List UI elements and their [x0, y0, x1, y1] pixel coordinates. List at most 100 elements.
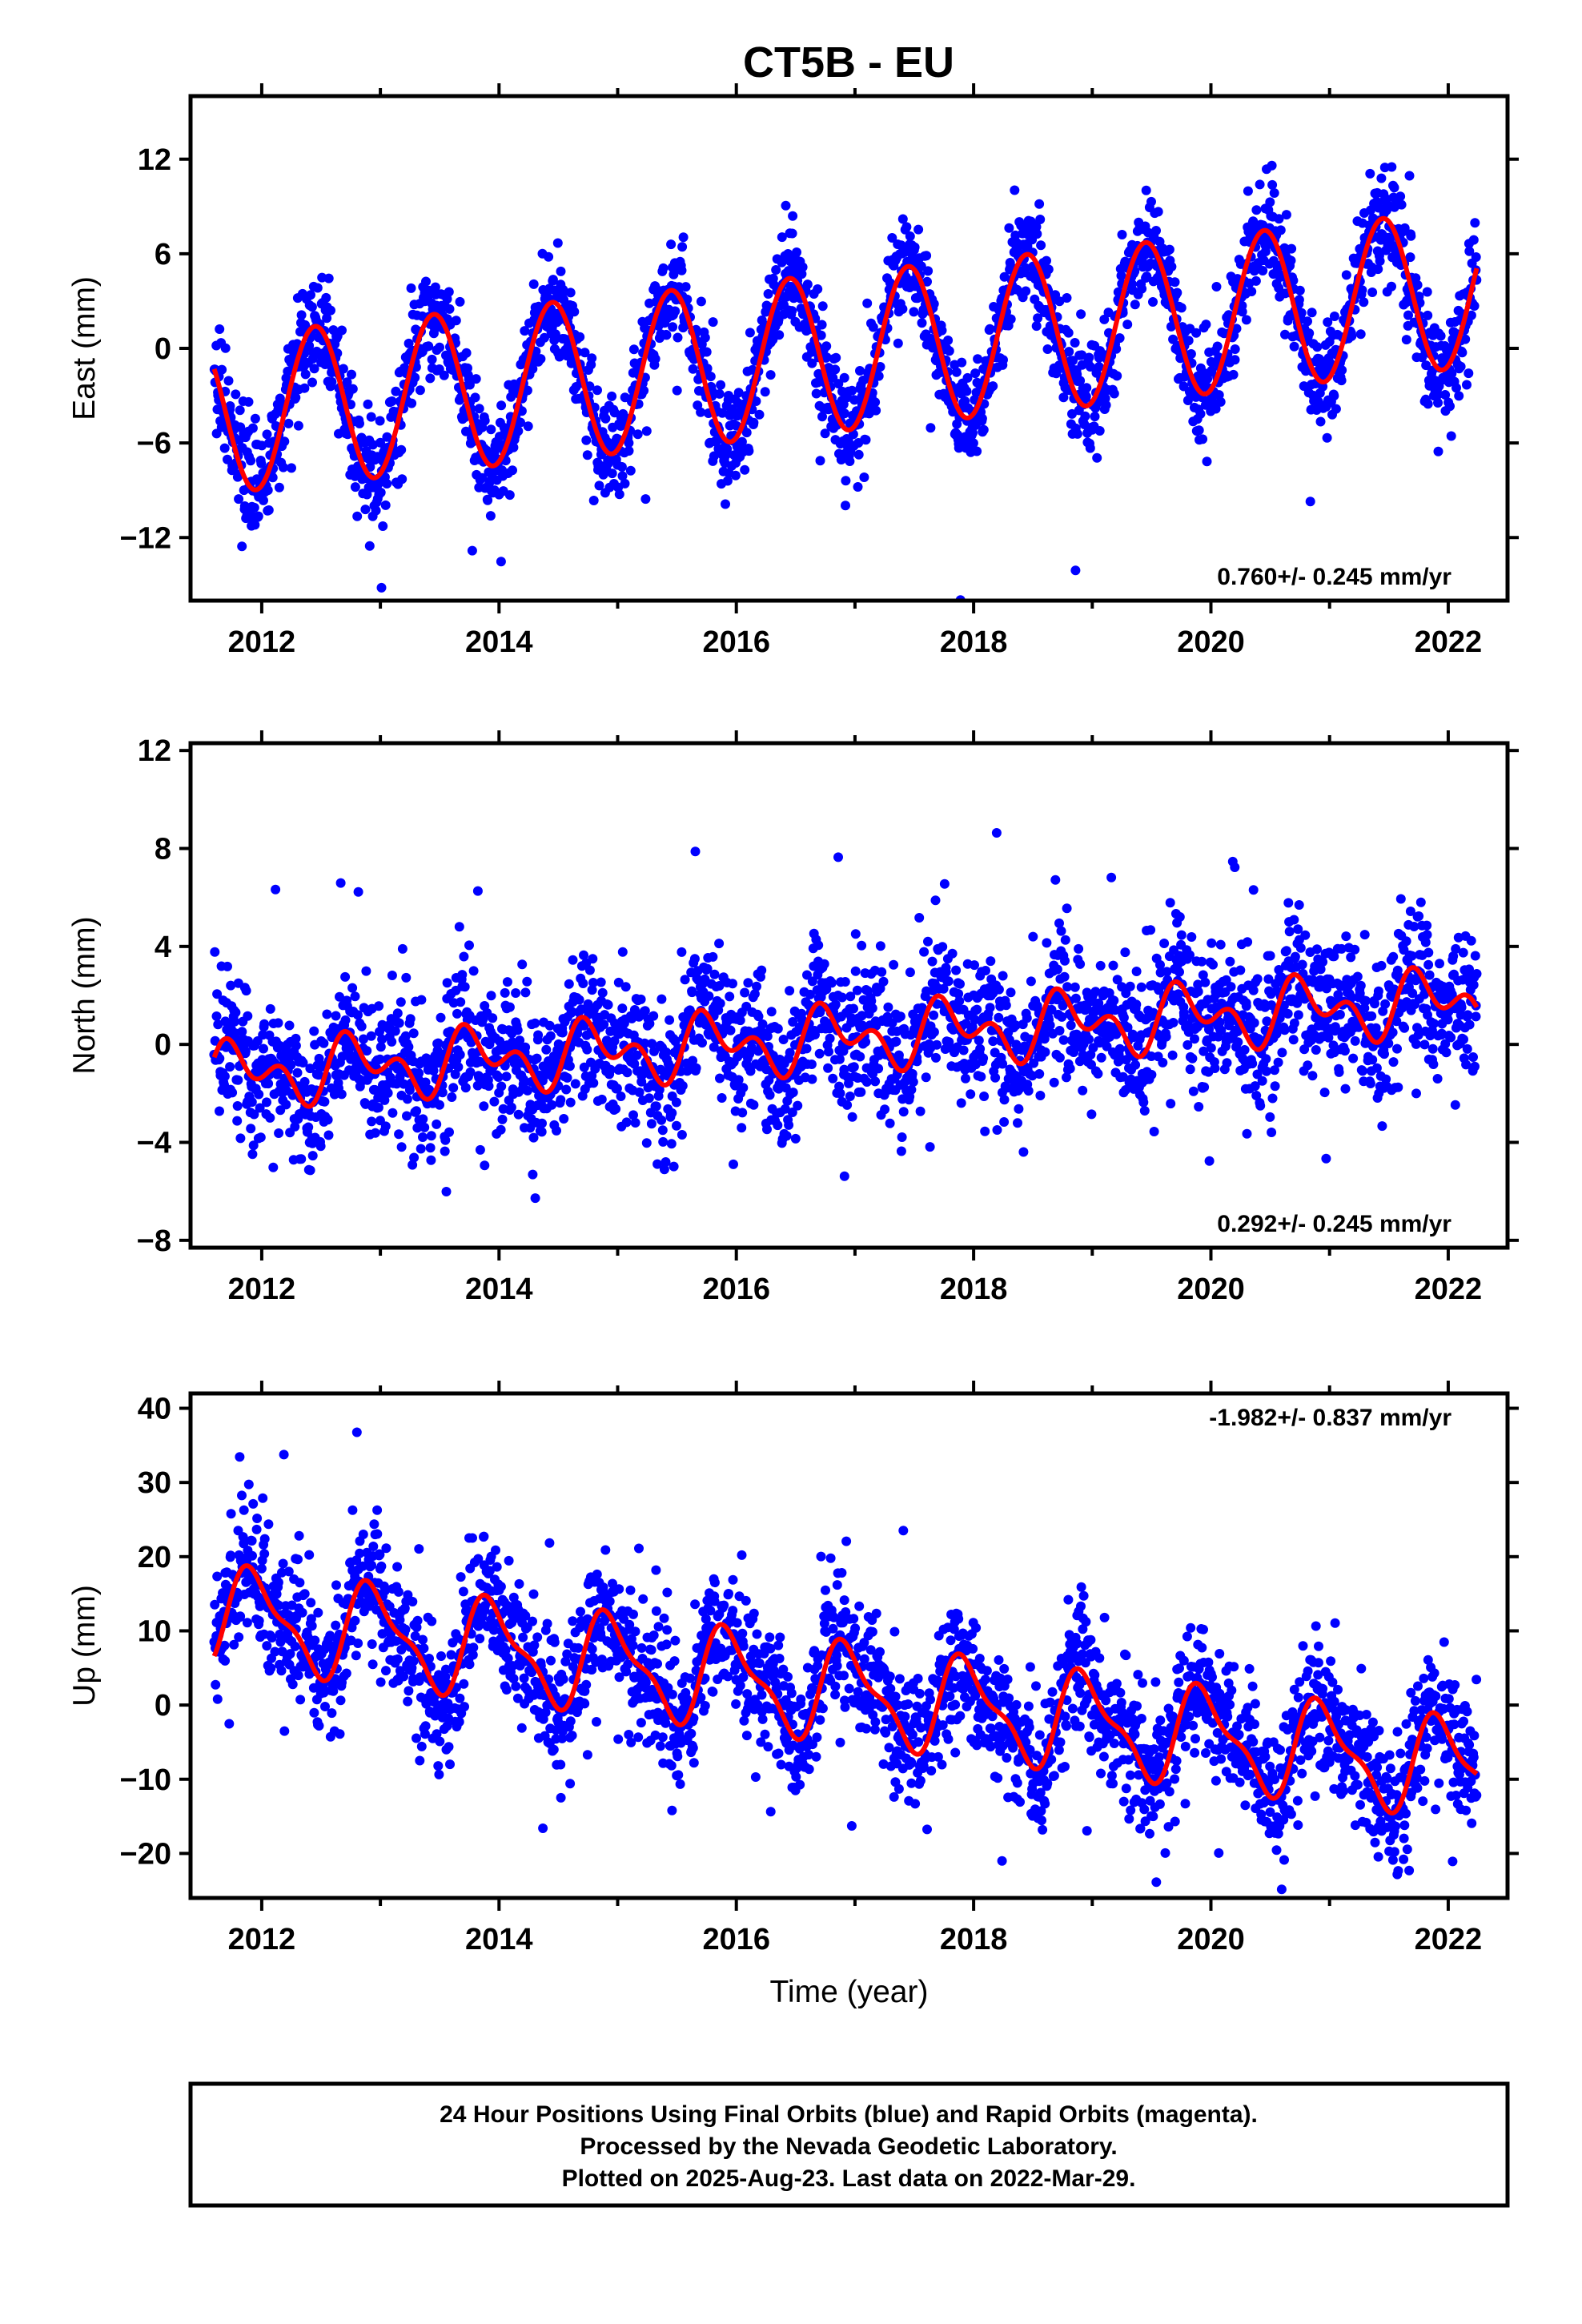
y-tick-label: 12: [138, 143, 171, 177]
data-point: [1404, 171, 1415, 181]
data-point: [461, 348, 472, 358]
data-point: [1265, 1112, 1275, 1122]
data-point: [504, 1002, 515, 1012]
data-point: [353, 887, 363, 897]
data-point: [701, 347, 712, 357]
data-point: [1329, 391, 1339, 401]
data-point: [404, 1042, 414, 1052]
data-point: [971, 388, 982, 398]
data-point: [914, 913, 925, 923]
data-point: [1062, 1072, 1071, 1083]
data-point: [588, 978, 598, 987]
data-point: [1281, 210, 1291, 220]
data-point: [1303, 1060, 1313, 1071]
data-point: [929, 299, 939, 309]
data-point: [1064, 347, 1074, 357]
data-point: [1293, 924, 1303, 935]
data-point: [442, 978, 452, 988]
data-point: [1337, 365, 1347, 376]
data-point: [811, 388, 821, 399]
data-point: [1440, 390, 1451, 400]
data-point: [237, 541, 247, 552]
data-point: [1033, 313, 1043, 324]
data-point: [1239, 1045, 1250, 1055]
data-point: [897, 304, 908, 314]
data-point: [661, 1157, 671, 1167]
data-point: [1176, 303, 1186, 313]
data-point: [517, 959, 528, 970]
data-point: [1296, 308, 1307, 318]
data-point: [265, 1112, 275, 1123]
data-point: [1464, 368, 1474, 379]
data-point: [1095, 960, 1106, 971]
data-point: [1168, 1018, 1178, 1027]
data-point: [839, 408, 849, 419]
data-point: [754, 409, 765, 420]
data-point: [1208, 959, 1218, 970]
data-point: [628, 1110, 638, 1120]
data-point: [1211, 404, 1221, 414]
data-point: [287, 463, 296, 473]
data-point: [1114, 1043, 1125, 1054]
data-point: [588, 496, 599, 505]
data-point: [225, 1062, 235, 1072]
data-point: [893, 1050, 904, 1060]
data-point: [1035, 1091, 1046, 1100]
data-point: [847, 1112, 857, 1122]
data-point: [611, 1104, 621, 1114]
data-point: [1304, 328, 1315, 339]
data-point: [624, 446, 634, 456]
data-point: [1210, 1063, 1220, 1073]
data-point: [1230, 862, 1240, 872]
data-point: [1096, 1052, 1106, 1063]
data-point: [444, 1127, 454, 1137]
data-point: [1050, 875, 1061, 885]
data-point: [1146, 1051, 1157, 1061]
data-point: [1141, 185, 1151, 195]
data-point: [1068, 356, 1078, 366]
data-point: [1043, 264, 1054, 275]
data-point: [999, 1095, 1010, 1105]
data-point: [908, 1077, 918, 1087]
data-point: [322, 313, 332, 324]
x-tick-label: 2020: [1177, 625, 1245, 659]
data-point: [1251, 205, 1262, 215]
data-point: [912, 1056, 922, 1067]
data-point: [991, 828, 1002, 838]
data-point: [360, 505, 371, 515]
data-point: [805, 989, 815, 999]
data-point: [1233, 1037, 1243, 1047]
data-point: [1183, 336, 1194, 346]
data-point: [356, 1021, 367, 1031]
data-point: [857, 1011, 867, 1021]
data-point: [1215, 396, 1226, 407]
data-point: [658, 1136, 669, 1147]
data-point: [938, 942, 948, 952]
data-point: [1321, 1153, 1331, 1164]
data-point: [846, 1013, 857, 1023]
data-point: [840, 977, 850, 987]
data-point: [335, 878, 346, 888]
data-point: [1164, 244, 1174, 255]
data-point: [1136, 982, 1146, 992]
data-point: [421, 276, 431, 287]
data-point: [1086, 1109, 1097, 1120]
data-point: [1054, 1052, 1065, 1063]
data-point: [1151, 226, 1161, 235]
data-point: [998, 355, 1008, 365]
data-point: [231, 1007, 241, 1018]
data-point: [235, 405, 245, 416]
data-point: [757, 965, 767, 975]
data-point: [990, 1072, 1001, 1083]
data-point: [943, 976, 954, 987]
data-point: [1457, 348, 1468, 358]
data-point: [821, 341, 832, 352]
data-point: [780, 1104, 790, 1114]
data-point: [897, 1132, 907, 1142]
data-point: [977, 413, 987, 424]
data-point: [988, 381, 998, 392]
data-point: [402, 1094, 412, 1104]
data-point: [715, 999, 725, 1008]
data-point: [907, 1068, 917, 1079]
data-point: [820, 428, 830, 439]
